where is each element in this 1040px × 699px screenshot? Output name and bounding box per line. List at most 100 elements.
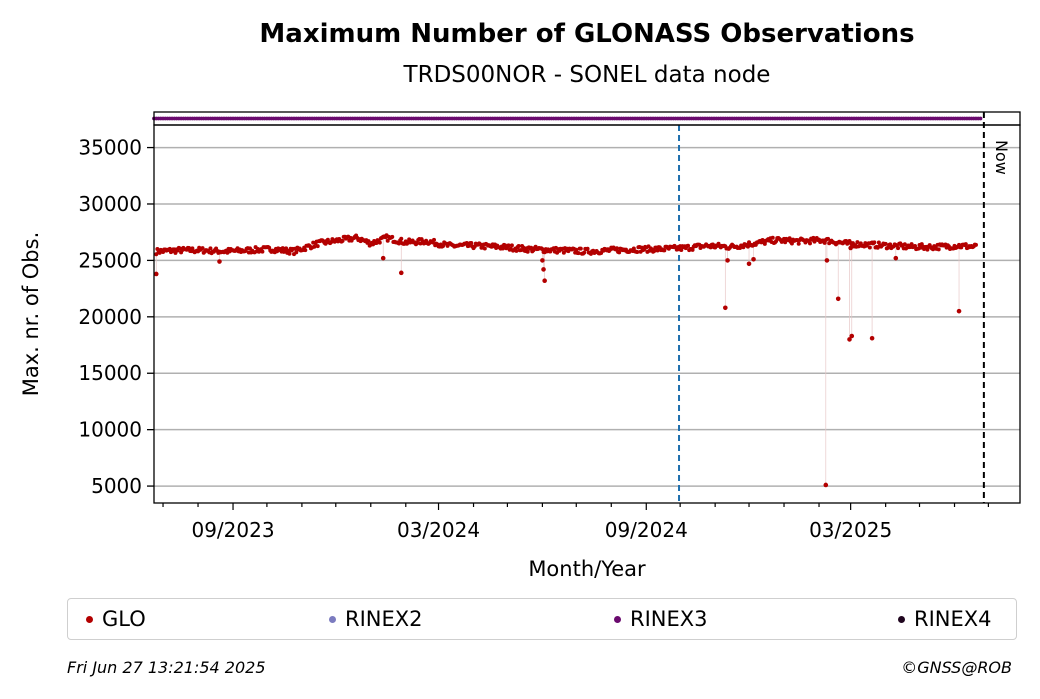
glo-point (509, 243, 514, 248)
glo-point (366, 239, 371, 244)
chart-subtitle: TRDS00NOR - SONEL data node (403, 62, 771, 88)
glo-point (397, 241, 402, 246)
glo-point (525, 249, 530, 254)
glo-point (464, 240, 469, 245)
footer-timestamp: Fri Jun 27 13:21:54 2025 (67, 658, 266, 677)
glo-point (912, 243, 917, 248)
legend-label-rinex3: RINEX3 (630, 607, 708, 631)
glo-point (902, 242, 907, 247)
glo-outlier-point (380, 255, 386, 261)
glo-point (478, 242, 483, 247)
glo-outlier-point (540, 258, 545, 263)
glo-point (747, 240, 752, 245)
glo-point (432, 237, 437, 242)
glo-outlier-point (848, 245, 853, 251)
glo-point (770, 235, 775, 240)
glo-outlier-point (869, 335, 875, 341)
outlier-stems (155, 239, 960, 485)
glo-point (155, 246, 160, 251)
legend-item-glo: GLO (86, 599, 146, 639)
glo-outlier-point (823, 482, 829, 488)
chart: Maximum Number of GLONASS Observations T… (19, 19, 1021, 581)
glo-point (482, 246, 487, 251)
glo-point (936, 247, 941, 252)
plot-area-frame (153, 124, 1021, 504)
glo-marker-icon (86, 615, 93, 623)
x-tick-label: 09/2024 (605, 518, 688, 542)
glo-point (294, 250, 299, 255)
glo-point (686, 243, 691, 248)
reference-lines (678, 112, 985, 503)
glo-outlier-point (541, 267, 546, 272)
glo-point (690, 247, 695, 252)
glo-point (312, 244, 317, 249)
glo-point (208, 246, 213, 251)
glo-point (762, 241, 767, 246)
legend-label-rinex4: RINEX4 (914, 607, 992, 631)
glo-point (514, 248, 519, 253)
glo-point (614, 246, 619, 251)
glo-point (655, 248, 660, 253)
glo-outlier-point (847, 337, 852, 342)
glo-point (662, 248, 667, 253)
x-axis-label: Month/Year (528, 557, 646, 581)
rinex3-point (978, 116, 983, 121)
glo-series (153, 233, 978, 488)
y-tick-label: 25000 (78, 248, 142, 272)
glo-outlier-point (746, 261, 752, 267)
glo-outlier-point (849, 333, 855, 339)
glo-point (340, 238, 345, 243)
y-tick-label: 10000 (78, 418, 142, 442)
glo-point (582, 250, 587, 255)
x-tick-label: 09/2023 (191, 518, 274, 542)
rinex3-marker-icon (614, 615, 621, 623)
y-tick-label: 5000 (91, 474, 142, 498)
chart-title: Maximum Number of GLONASS Observations (259, 19, 914, 49)
glo-point (826, 236, 831, 241)
glo-outlier-point (725, 258, 730, 263)
glo-point (187, 245, 192, 250)
y-axis-ticks: 5000 10000 15000 20000 25000 30000 35000 (78, 136, 154, 498)
x-tick-label: 03/2025 (809, 518, 892, 542)
glo-point (315, 244, 320, 249)
glo-point (518, 248, 523, 253)
legend-item-rinex4: RINEX4 (898, 599, 992, 639)
y-tick-label: 20000 (78, 305, 142, 329)
glo-point (679, 248, 684, 253)
legend-label-glo: GLO (102, 607, 146, 631)
glo-point (635, 249, 640, 254)
glo-point (783, 240, 788, 245)
glo-point (469, 241, 474, 246)
glo-point (377, 240, 382, 245)
glo-point (287, 251, 292, 256)
rinex2-marker-icon (329, 615, 336, 623)
footer-credit: ©GNSS@ROB (901, 658, 1012, 677)
glo-point (500, 246, 505, 251)
glo-point (963, 242, 968, 247)
legend-label-rinex2: RINEX2 (345, 607, 423, 631)
glo-point (280, 246, 285, 251)
glo-point (415, 241, 420, 246)
glo-point (789, 241, 794, 246)
rinex4-marker-icon (898, 615, 905, 623)
glo-point (303, 248, 308, 253)
glo-point (390, 234, 395, 239)
glo-outlier-point (398, 270, 404, 276)
glo-point (578, 246, 583, 251)
glo-point (973, 242, 978, 247)
glo-point (521, 245, 526, 250)
glo-point (888, 242, 893, 247)
y-tick-label: 30000 (78, 192, 142, 216)
glo-point (260, 249, 265, 254)
glo-point (576, 251, 581, 256)
glo-outlier-point (956, 308, 962, 314)
legend: GLO RINEX2 RINEX3 RINEX4 (67, 598, 1017, 640)
y-axis-label: Max. nr. of Obs. (19, 232, 43, 397)
glo-point (652, 248, 657, 253)
glo-point (883, 241, 888, 246)
glo-outlier-point (835, 296, 841, 302)
legend-item-rinex3: RINEX3 (614, 599, 708, 639)
glo-point (867, 245, 872, 250)
glo-outlier-point (217, 259, 222, 264)
y-tick-label: 35000 (78, 136, 142, 160)
